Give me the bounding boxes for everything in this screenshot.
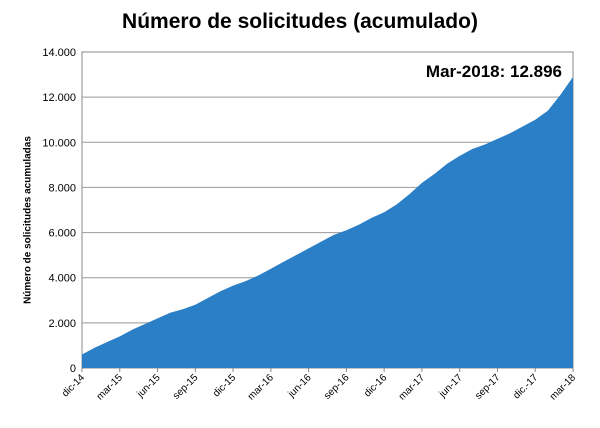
x-tick-label: jun-17: [437, 372, 465, 400]
y-tick-label: 2.000: [48, 318, 76, 330]
x-tick-label: sep-15: [171, 372, 201, 402]
x-tick-label: mar-17: [397, 372, 427, 402]
x-tick-label: sep-17: [473, 372, 503, 402]
chart-title: Número de solicitudes (acumulado): [122, 10, 478, 33]
y-tick-label: 0: [70, 363, 76, 375]
y-axis-ticks: 0 2.000 4.000 6.000 8.000 10.000 12.000 14.000: [42, 47, 76, 375]
y-tick-label: 12.000: [42, 92, 76, 104]
x-tick-label: dic-14: [60, 372, 87, 399]
x-tick-label: mar-15: [95, 372, 125, 402]
y-tick-label: 4.000: [48, 273, 76, 285]
x-tick-label: dic-15: [211, 372, 238, 399]
y-tick-label: 8.000: [48, 182, 76, 194]
y-tick-label: 14.000: [42, 47, 76, 59]
x-tick-label: jun-15: [135, 372, 163, 400]
x-axis-ticks: dic-14 mar-15 jun-15 sep-15 dic-15 mar-16 jun-…: [60, 368, 578, 403]
x-tick-label: jun-16: [286, 372, 314, 400]
series-area: [82, 76, 573, 369]
x-tick-label: mar-18: [548, 372, 578, 402]
chart-annotation: Mar-2018: 12.896: [426, 62, 562, 81]
x-tick-label: sep-16: [322, 372, 352, 402]
y-tick-label: 6.000: [48, 228, 76, 240]
x-tick-label: dic.-17: [511, 372, 540, 401]
x-tick-label: dic-16: [362, 372, 389, 399]
x-tick-label: mar-16: [246, 372, 276, 402]
y-tick-label: 10.000: [42, 137, 76, 149]
